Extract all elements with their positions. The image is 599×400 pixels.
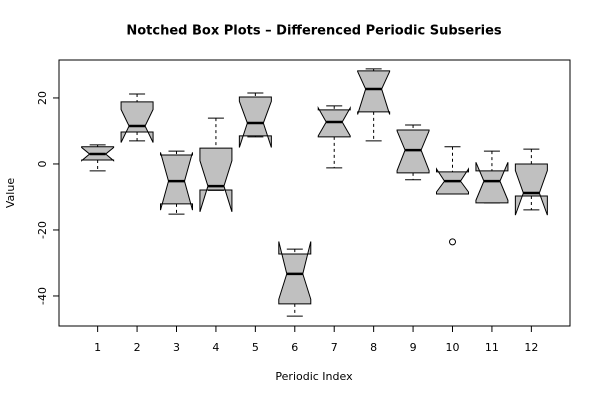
x-tick-label: 3 [173, 341, 180, 354]
y-tick-label: -40 [36, 287, 49, 305]
box [357, 70, 391, 115]
box [199, 147, 233, 212]
x-tick-label: 6 [291, 341, 298, 354]
x-axis-label: Periodic Index [275, 370, 353, 383]
chart-title: Notched Box Plots – Differenced Periodic… [126, 24, 502, 39]
y-tick-label: 20 [36, 91, 49, 105]
x-tick-label: 12 [524, 341, 538, 354]
x-tick-label: 2 [134, 341, 141, 354]
x-tick-label: 7 [331, 341, 338, 354]
box [396, 129, 430, 174]
x-tick-label: 9 [410, 341, 417, 354]
x-tick-label: 11 [485, 341, 499, 354]
x-tick-label: 4 [212, 341, 219, 354]
y-axis-label: Value [4, 178, 17, 208]
x-tick-label: 10 [446, 341, 460, 354]
y-tick-label: -20 [36, 221, 49, 239]
x-tick-label: 5 [252, 341, 259, 354]
plot-frame [58, 59, 571, 327]
x-tick-label: 1 [94, 341, 101, 354]
box [120, 101, 154, 143]
box [514, 163, 548, 216]
y-tick-label: 0 [36, 160, 49, 167]
x-tick-label: 8 [370, 341, 377, 354]
box [475, 162, 509, 204]
outlier [449, 238, 457, 246]
